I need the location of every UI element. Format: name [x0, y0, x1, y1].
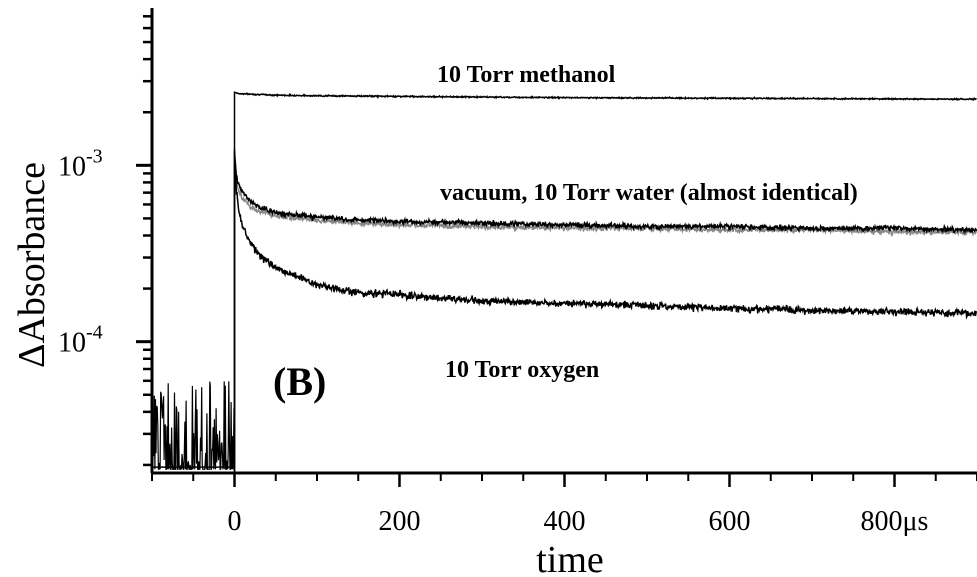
annotation-vacuum: vacuum, 10 Torr water (almost identical) [440, 180, 858, 206]
annotation-methanol: 10 Torr methanol [437, 62, 616, 88]
annotations: 10 Torr methanol vacuum, 10 Torr water (a… [437, 62, 858, 383]
plot-area [151, 91, 977, 473]
x-axis-label: time [536, 539, 604, 577]
x-tick-label: 600 [709, 506, 751, 537]
series-line-water [233, 169, 977, 473]
axes [136, 8, 977, 487]
panel-label: (B) [273, 359, 326, 404]
y-tick-label: 10-4 [58, 322, 103, 359]
x-tick-label: 0 [228, 506, 242, 537]
x-tick-label: 800μs [861, 506, 929, 537]
series-line-baseline-noise [151, 381, 235, 470]
tick-labels: 0 200 400 600 800μs 10-3 10-4 [58, 145, 928, 537]
y-tick-label: 10-3 [58, 145, 103, 182]
series-line-methanol [152, 91, 977, 468]
series-line-vacuum [233, 149, 977, 473]
x-tick-label: 400 [544, 506, 586, 537]
x-tick-label: 200 [379, 506, 421, 537]
y-axis-label: ΔAbsorbance [11, 162, 53, 368]
annotation-oxygen: 10 Torr oxygen [445, 357, 599, 383]
series-line-oxygen [233, 152, 977, 473]
